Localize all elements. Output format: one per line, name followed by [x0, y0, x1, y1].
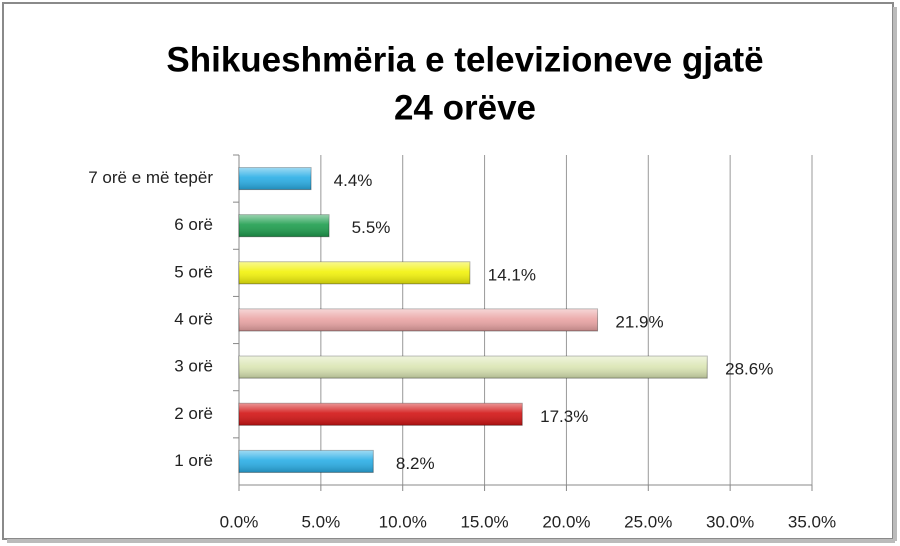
data-label: 21.9% — [615, 312, 663, 331]
bar-shade — [239, 450, 374, 473]
x-tick-label: 15.0% — [460, 512, 508, 531]
data-label: 8.2% — [396, 454, 435, 473]
y-tick-label: 4 orë — [174, 309, 213, 328]
bar-shade — [239, 356, 708, 379]
data-label: 14.1% — [488, 265, 536, 284]
x-tick-label: 5.0% — [301, 512, 340, 531]
bar-shade — [239, 309, 598, 331]
y-tick-label: 7 orë e më tepër — [88, 168, 213, 187]
y-tick-label: 5 orë — [174, 262, 213, 281]
chart-title: Shikueshmëria e televizioneve gjatë — [166, 40, 763, 79]
chart-title: 24 orëve — [394, 88, 536, 127]
y-tick-label: 6 orë — [174, 215, 213, 234]
x-tick-label: 35.0% — [788, 512, 836, 531]
x-tick-label: 0.0% — [220, 512, 259, 531]
bar-shade — [239, 214, 330, 237]
y-tick-label: 3 orë — [174, 357, 213, 376]
x-tick-label: 25.0% — [624, 512, 672, 531]
bar-shade — [239, 403, 523, 426]
y-tick-label: 1 orë — [174, 451, 213, 470]
bar-shade — [239, 261, 470, 284]
y-tick-label: 2 orë — [174, 404, 213, 423]
data-label: 28.6% — [725, 360, 773, 379]
x-tick-label: 20.0% — [542, 512, 590, 531]
data-label: 5.5% — [352, 218, 391, 237]
bar-shade — [239, 167, 312, 190]
x-tick-label: 10.0% — [379, 512, 427, 531]
data-label: 4.4% — [334, 171, 373, 190]
data-label: 17.3% — [540, 407, 588, 426]
x-tick-label: 30.0% — [706, 512, 754, 531]
